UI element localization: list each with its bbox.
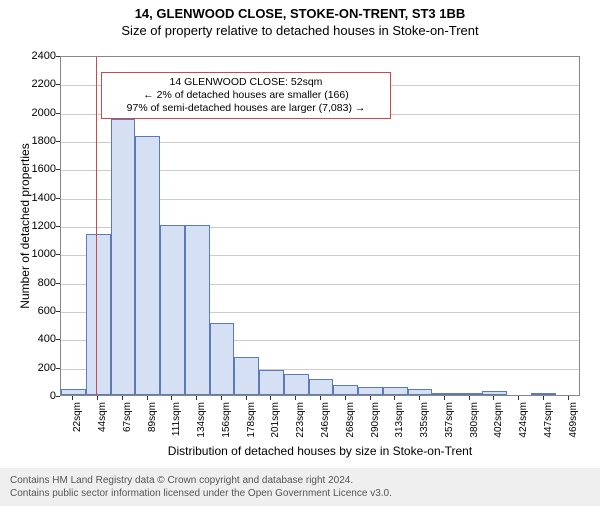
x-tick-mark xyxy=(568,396,569,400)
y-tick-label: 1200 xyxy=(16,220,56,232)
y-tick-mark xyxy=(56,226,60,227)
histogram-bar xyxy=(135,136,160,395)
x-tick-mark xyxy=(518,396,519,400)
page-title-address: 14, GLENWOOD CLOSE, STOKE-ON-TRENT, ST3 … xyxy=(0,6,600,21)
x-tick-mark xyxy=(419,396,420,400)
y-tick-mark xyxy=(56,396,60,397)
histogram-bar xyxy=(408,389,433,395)
x-tick-label: 402sqm xyxy=(493,402,504,452)
y-tick-label: 2400 xyxy=(16,50,56,62)
histogram-bar xyxy=(358,387,383,396)
x-tick-label: 313sqm xyxy=(394,402,405,452)
property-indicator-line xyxy=(96,57,97,395)
x-tick-label: 424sqm xyxy=(518,402,529,452)
annotation-line-1: 14 GLENWOOD CLOSE: 52sqm xyxy=(108,76,384,89)
x-tick-label: 22sqm xyxy=(72,402,83,452)
x-tick-label: 290sqm xyxy=(370,402,381,452)
x-tick-label: 268sqm xyxy=(345,402,356,452)
histogram-bar xyxy=(234,357,259,395)
x-tick-mark xyxy=(543,396,544,400)
x-tick-label: 357sqm xyxy=(444,402,455,452)
x-tick-label: 469sqm xyxy=(568,402,579,452)
histogram-bar xyxy=(160,225,185,395)
x-tick-label: 380sqm xyxy=(469,402,480,452)
footer-attribution: Contains HM Land Registry data © Crown c… xyxy=(0,468,600,506)
footer-line-1: Contains HM Land Registry data © Crown c… xyxy=(10,474,590,487)
x-tick-mark xyxy=(444,396,445,400)
y-tick-label: 1400 xyxy=(16,192,56,204)
x-tick-mark xyxy=(270,396,271,400)
histogram-bar xyxy=(457,393,482,395)
x-tick-label: 89sqm xyxy=(147,402,158,452)
histogram-bar xyxy=(86,234,111,396)
annotation-box: 14 GLENWOOD CLOSE: 52sqm ← 2% of detache… xyxy=(101,72,391,119)
chart-container: Number of detached properties 14 GLENWOO… xyxy=(0,46,600,446)
y-tick-mark xyxy=(56,198,60,199)
y-tick-label: 400 xyxy=(16,333,56,345)
annotation-line-3: 97% of semi-detached houses are larger (… xyxy=(108,102,384,115)
y-tick-mark xyxy=(56,56,60,57)
y-tick-mark xyxy=(56,368,60,369)
y-tick-mark xyxy=(56,141,60,142)
x-tick-mark xyxy=(493,396,494,400)
plot-area: 14 GLENWOOD CLOSE: 52sqm ← 2% of detache… xyxy=(60,56,580,396)
y-tick-mark xyxy=(56,339,60,340)
x-tick-label: 246sqm xyxy=(320,402,331,452)
footer-line-2: Contains public sector information licen… xyxy=(10,487,590,500)
x-tick-mark xyxy=(345,396,346,400)
x-tick-mark xyxy=(122,396,123,400)
y-tick-mark xyxy=(56,311,60,312)
x-tick-mark xyxy=(246,396,247,400)
x-tick-mark xyxy=(295,396,296,400)
x-tick-label: 156sqm xyxy=(221,402,232,452)
x-tick-label: 201sqm xyxy=(270,402,281,452)
x-tick-mark xyxy=(394,396,395,400)
y-tick-label: 1600 xyxy=(16,163,56,175)
histogram-bar xyxy=(259,370,284,396)
x-tick-label: 447sqm xyxy=(543,402,554,452)
x-tick-mark xyxy=(147,396,148,400)
x-tick-label: 67sqm xyxy=(122,402,133,452)
histogram-bar xyxy=(284,374,309,395)
x-tick-mark xyxy=(97,396,98,400)
x-tick-label: 223sqm xyxy=(295,402,306,452)
histogram-bar xyxy=(333,385,358,395)
x-tick-mark xyxy=(221,396,222,400)
y-tick-label: 2000 xyxy=(16,107,56,119)
histogram-bar xyxy=(111,119,136,395)
y-tick-label: 1800 xyxy=(16,135,56,147)
x-tick-mark xyxy=(320,396,321,400)
histogram-bar xyxy=(531,393,556,395)
histogram-bar xyxy=(309,379,334,395)
histogram-bar xyxy=(482,391,507,395)
x-tick-label: 335sqm xyxy=(419,402,430,452)
annotation-line-2: ← 2% of detached houses are smaller (166… xyxy=(108,89,384,102)
x-tick-mark xyxy=(171,396,172,400)
x-tick-mark xyxy=(370,396,371,400)
y-tick-label: 0 xyxy=(16,390,56,402)
x-tick-mark xyxy=(469,396,470,400)
histogram-bar xyxy=(185,225,210,395)
histogram-bar xyxy=(210,323,235,395)
y-tick-mark xyxy=(56,113,60,114)
y-tick-label: 600 xyxy=(16,305,56,317)
y-tick-label: 200 xyxy=(16,362,56,374)
y-tick-label: 800 xyxy=(16,277,56,289)
y-tick-label: 2200 xyxy=(16,78,56,90)
y-tick-mark xyxy=(56,169,60,170)
x-tick-mark xyxy=(196,396,197,400)
histogram-bar xyxy=(383,387,408,396)
x-tick-label: 178sqm xyxy=(246,402,257,452)
x-tick-mark xyxy=(72,396,73,400)
page-title-subtitle: Size of property relative to detached ho… xyxy=(0,23,600,38)
histogram-bar xyxy=(432,393,457,395)
histogram-bar xyxy=(61,389,86,395)
y-tick-mark xyxy=(56,254,60,255)
y-tick-label: 1000 xyxy=(16,248,56,260)
y-tick-mark xyxy=(56,283,60,284)
x-tick-label: 111sqm xyxy=(171,402,182,452)
y-tick-mark xyxy=(56,84,60,85)
x-tick-label: 44sqm xyxy=(97,402,108,452)
x-tick-label: 134sqm xyxy=(196,402,207,452)
